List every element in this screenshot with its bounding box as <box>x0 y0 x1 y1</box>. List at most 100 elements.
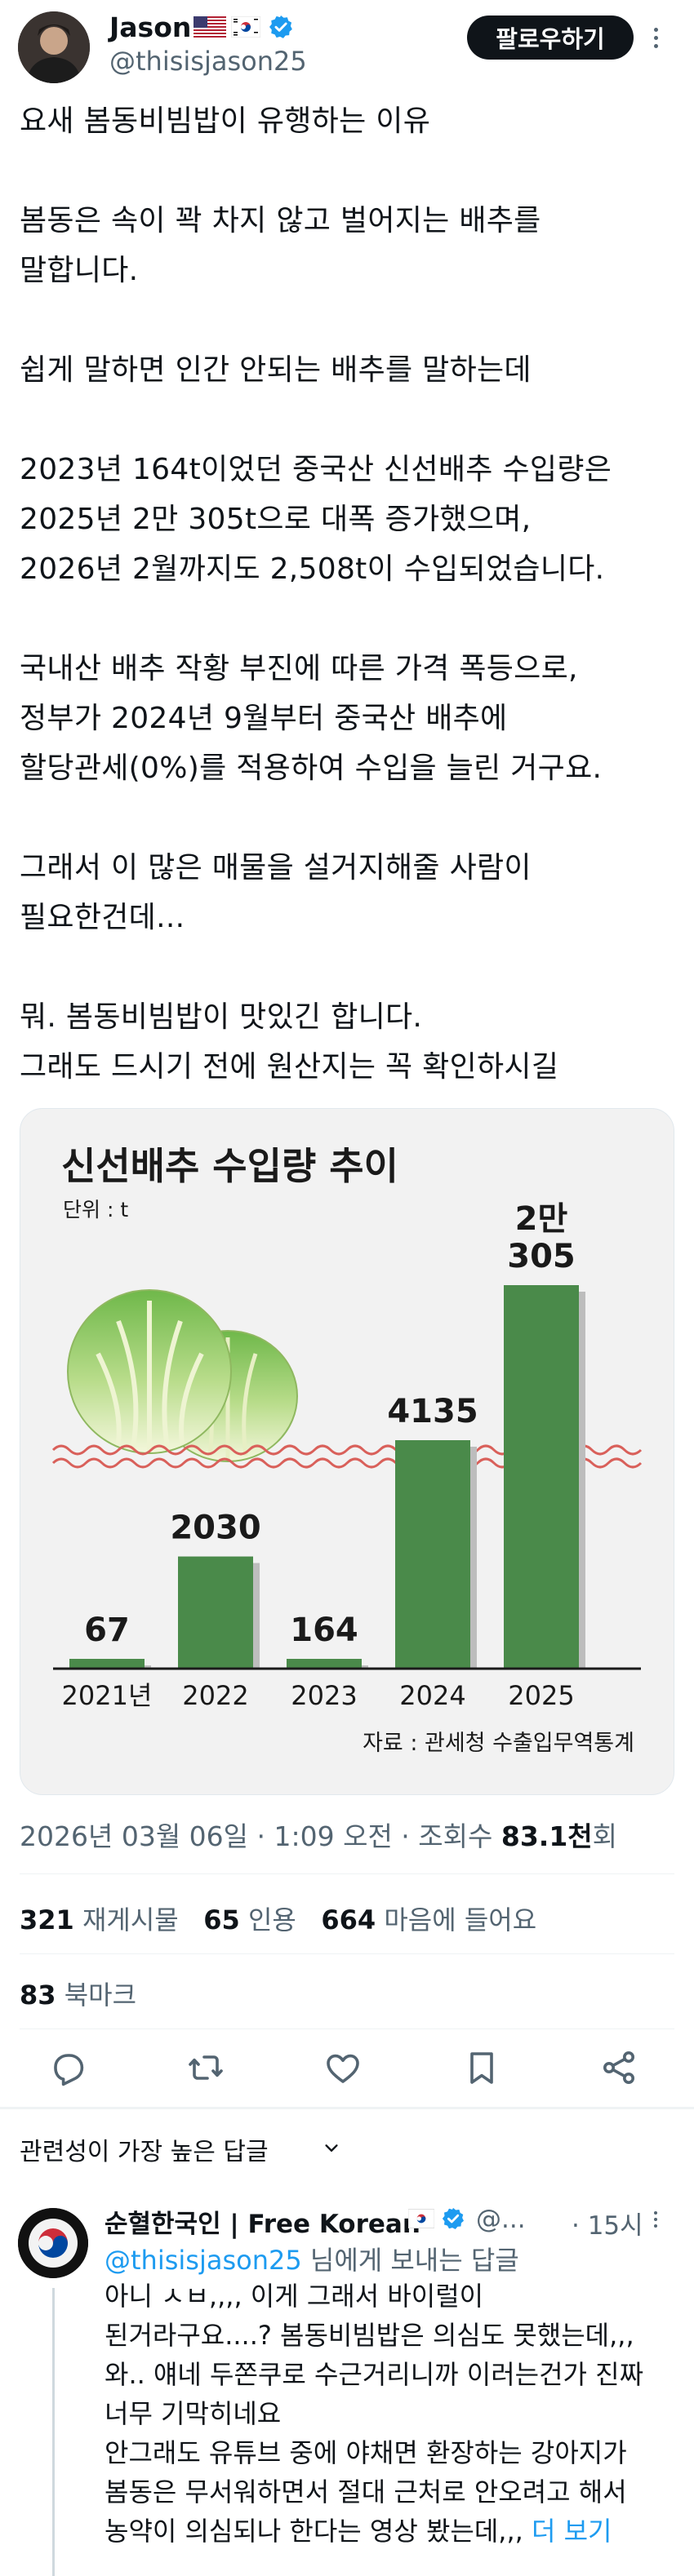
reply-to-suffix: 님에게 보내는 답글 <box>301 2245 519 2276</box>
tweet-header: Jason @thisisjason25 팔로우하기 <box>0 0 694 90</box>
tweet-line: 정부가 2024년 9월부터 중국산 배추에 <box>20 702 508 735</box>
tweet-line: 그래도 드시기 전에 원산지는 꼭 확인하시길 <box>20 1050 559 1084</box>
category-label: 2023 <box>291 1680 357 1711</box>
like-count[interactable]: 664 <box>321 1904 376 1935</box>
bar-2022 <box>178 1556 253 1669</box>
reply-line-text: 아니 ㅅㅂ,,,, 이게 그래서 바이럴이 <box>105 2281 484 2312</box>
bookmark-stats: 83 북마크 <box>20 1975 136 2012</box>
category-label: 2025 <box>508 1680 574 1711</box>
tweet-blank-line <box>20 942 673 992</box>
divider <box>20 2028 674 2029</box>
chart-title: 신선배추 수입량 추이 <box>61 1144 398 1188</box>
author-handle[interactable]: @thisisjason25 <box>109 46 307 77</box>
reply-author-name[interactable]: 순혈한국인 | Free Korean <box>105 2210 420 2239</box>
tweet-line: 2025년 2만 305t으로 대폭 증가했으며, <box>20 503 532 536</box>
chart-unit: 단위 : t <box>63 1198 128 1221</box>
follow-button[interactable]: 팔로우하기 <box>467 16 634 60</box>
section-separator <box>0 2107 694 2109</box>
author-name[interactable]: Jason <box>109 11 192 43</box>
tweet-line: 그래서 이 많은 매물을 설거지해줄 사람이 <box>20 851 532 885</box>
replying-to: @thisisjason25 님에게 보내는 답글 <box>105 2240 519 2277</box>
chart-source: 자료 : 관세청 수출입무역통계 <box>363 1731 634 1756</box>
more-options-icon[interactable] <box>645 20 666 55</box>
view-suffix: 회 <box>592 1820 618 1852</box>
divider <box>20 1953 674 1954</box>
retweet-count[interactable]: 321 <box>20 1904 74 1935</box>
bookmark-icon[interactable] <box>462 2048 501 2087</box>
bar-value-label: 2030 <box>170 1510 260 1547</box>
quote-count[interactable]: 65 <box>203 1904 240 1935</box>
verified-badge-icon <box>442 2207 464 2229</box>
reply-line: 안그래도 유튜브 중에 야채면 환장하는 강아지가 <box>105 2433 676 2472</box>
more-options-icon[interactable] <box>645 2205 666 2234</box>
reply-line-text: 안그래도 유튜브 중에 야채면 환장하는 강아지가 <box>105 2437 627 2468</box>
reply-line-text: 너무 기막히네요 <box>105 2398 282 2429</box>
reply-line: 와.. 얘네 두쫀쿠로 수근거리니까 이러는건가 진짜 <box>105 2355 676 2394</box>
category-label: 2021년 <box>62 1680 153 1711</box>
tweet-line: 말합니다. <box>20 254 139 287</box>
tweet-blank-line <box>20 146 673 196</box>
bookmark-label[interactable]: 북마크 <box>64 1980 137 2011</box>
bar-2023 <box>287 1659 362 1669</box>
bar-value-label: 4135 <box>387 1393 478 1430</box>
tweet-meta: 2026년 03월 06일 · 1:09 오전 · 조회수 83.1천회 <box>20 1815 617 1854</box>
reply-line-text: 농약이 의심되나 한다는 영상 봤는데,,, <box>105 2516 532 2547</box>
divider <box>20 1873 674 1874</box>
reply-line: 농약이 의심되나 한다는 영상 봤는데,,, 더 보기 <box>105 2512 676 2551</box>
cabbage-illustration <box>67 1289 298 1462</box>
retweet-icon[interactable] <box>186 2048 225 2087</box>
tweet-line: 쉽게 말하면 인간 안되는 배추를 말하는데 <box>20 353 532 387</box>
us-flag-icon <box>194 16 226 38</box>
verified-badge-icon <box>269 16 292 38</box>
tweet-line: 2026년 2월까지도 2,508t이 수입되었습니다. <box>20 552 605 586</box>
reply-line-text: 된거라구요....? 봄동비빔밥은 의심도 못했는데,,, <box>105 2320 634 2351</box>
reply-sort-dropdown[interactable]: 관련성이 가장 높은 답글 <box>20 2138 269 2166</box>
chart-image[interactable]: 신선배추 수입량 추이 단위 : t 67 2021년 2030 2022 164 202… <box>20 1108 674 1795</box>
reply-timestamp[interactable]: · 15시 <box>572 2211 643 2241</box>
reply-mention-link[interactable]: @thisisjason25 <box>105 2245 302 2276</box>
thread-line <box>52 2288 55 2576</box>
chevron-down-icon[interactable] <box>323 2139 340 2157</box>
bar-value-label: 2만 <box>515 1200 568 1238</box>
tweet-line: 요새 봄동비빔밥이 유행하는 이유 <box>20 104 431 138</box>
bar-value-label: 305 <box>507 1238 576 1275</box>
tweet-line: 2023년 164t이었던 중국산 신선배추 수입량은 <box>20 453 612 486</box>
retweet-label[interactable]: 재게시물 <box>82 1904 179 1935</box>
reply-line: 봄동은 무서워하면서 절대 근처로 안오려고 해서 <box>105 2472 676 2512</box>
bar-value-label: 164 <box>290 1612 358 1649</box>
engagement-stats: 321 재게시물 65 인용 664 마음에 들어요 <box>20 1900 536 1937</box>
share-icon[interactable] <box>599 2048 638 2087</box>
reply-author-handle[interactable]: @... <box>476 2205 526 2234</box>
reply-line-text: 와.. 얘네 두쫀쿠로 수근거리니까 이러는건가 진짜 <box>105 2359 644 2390</box>
like-icon[interactable] <box>323 2048 363 2087</box>
kr-flag-icon <box>408 2209 434 2228</box>
show-more-link[interactable]: 더 보기 <box>531 2516 612 2547</box>
tweet-blank-line <box>20 793 673 843</box>
tweet-line: 필요한건데... <box>20 901 185 934</box>
reply-line: 너무 기막히네요 <box>105 2394 676 2433</box>
tweet-blank-line <box>20 295 673 345</box>
reply-icon[interactable] <box>49 2048 88 2087</box>
reply-author-avatar[interactable] <box>18 2208 88 2278</box>
tweet-line: 뭐. 봄동비빔밥이 맛있긴 합니다. <box>20 1000 423 1034</box>
bar-2024 <box>395 1440 470 1669</box>
reply-line: 아니 ㅅㅂ,,,, 이게 그래서 바이럴이 <box>105 2277 676 2316</box>
reply-line: 된거라구요....? 봄동비빔밥은 의심도 못했는데,,, <box>105 2316 676 2355</box>
tweet-line: 봄동은 속이 꽉 차지 않고 벌어지는 배추를 <box>20 204 541 237</box>
bar-2021년 <box>69 1659 145 1669</box>
tweet-blank-line <box>20 395 673 445</box>
action-bar <box>0 2040 694 2097</box>
bookmark-count[interactable]: 83 <box>20 1980 56 2011</box>
bar-2025 <box>504 1285 579 1669</box>
reply-line-text: 봄동은 무서워하면서 절대 근처로 안오려고 해서 <box>105 2476 627 2507</box>
like-label[interactable]: 마음에 들어요 <box>384 1904 537 1935</box>
tweet-date[interactable]: 2026년 03월 06일 · 1:09 오전 · 조회수 <box>20 1820 501 1852</box>
quote-label[interactable]: 인용 <box>247 1904 296 1935</box>
kr-flag-icon <box>231 16 260 38</box>
tweet-line: 할당관세(0%)를 적용하여 수입을 늘린 거구요. <box>20 752 603 785</box>
category-label: 2022 <box>182 1680 248 1711</box>
tweet-text: 요새 봄동비빔밥이 유행하는 이유 봄동은 속이 꽉 차지 않고 벌어지는 배추… <box>20 96 673 1092</box>
author-avatar[interactable] <box>18 11 90 83</box>
tweet-blank-line <box>20 594 673 644</box>
